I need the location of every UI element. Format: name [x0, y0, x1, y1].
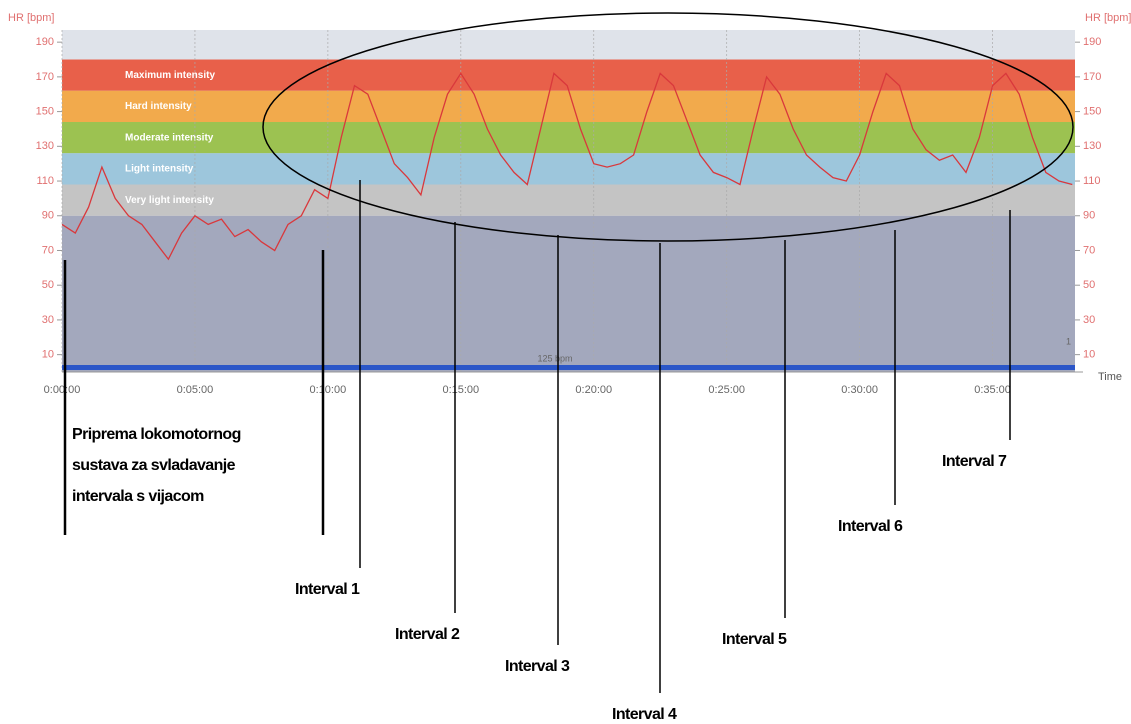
- interval-label: Interval 4: [612, 706, 677, 723]
- zone-label: Maximum intensity: [125, 70, 215, 81]
- y2-tick-label: 50: [1083, 279, 1095, 291]
- y2-axis-label: HR [bpm]: [1085, 12, 1131, 24]
- warmup-note: Priprema lokomotornog: [72, 426, 241, 443]
- interval-label: Interval 2: [395, 626, 460, 643]
- zone-band: [62, 184, 1075, 216]
- y-tick-label: 30: [42, 314, 54, 326]
- y2-tick-label: 150: [1083, 106, 1101, 118]
- zone-label: Light intensity: [125, 164, 194, 175]
- zone-label: Very light intensity: [125, 195, 214, 206]
- y-tick-label: 190: [36, 36, 54, 48]
- zone-label: Moderate intensity: [125, 132, 214, 143]
- warmup-note: intervala s vijacom: [72, 488, 204, 505]
- y2-tick-label: 130: [1083, 140, 1101, 152]
- low-zone: [62, 215, 1075, 372]
- x-tick-label: 0:15:00: [442, 384, 479, 396]
- y-tick-label: 150: [36, 106, 54, 118]
- y-tick-label: 10: [42, 349, 54, 361]
- y2-tick-label: 110: [1083, 175, 1101, 187]
- interval-label: Interval 5: [722, 631, 787, 648]
- x-tick-label: 0:10:00: [310, 384, 347, 396]
- y2-tick-label: 30: [1083, 314, 1095, 326]
- zone-band: [62, 122, 1075, 154]
- x-tick-label: 0:00:00: [44, 384, 81, 396]
- highlight-ellipse: [262, 12, 1074, 242]
- hr-line: [61, 72, 1073, 261]
- zone-label: Hard intensity: [125, 101, 192, 112]
- interval-label: Interval 6: [838, 518, 903, 535]
- x-tick-label: 0:35:00: [974, 384, 1011, 396]
- bottom-bar-label: 125 bpm: [537, 353, 572, 363]
- interval-label: Interval 1: [295, 581, 360, 598]
- warmup-note: sustava za svladavanje: [72, 457, 236, 474]
- zone-band: [62, 59, 1075, 91]
- y-tick-label: 90: [42, 210, 54, 222]
- y2-tick-label: 90: [1083, 210, 1095, 222]
- interval-label: Interval 7: [942, 453, 1007, 470]
- x-tick-label: 0:30:00: [841, 384, 878, 396]
- y-axis-label: HR [bpm]: [8, 12, 54, 24]
- x-tick-label: 0:05:00: [177, 384, 214, 396]
- x-tick-label: 0:20:00: [575, 384, 612, 396]
- y-tick-label: 130: [36, 140, 54, 152]
- interval-label: Interval 3: [505, 658, 570, 675]
- zone-band: [62, 153, 1075, 185]
- corner-label: 1: [1066, 336, 1071, 346]
- y-tick-label: 70: [42, 244, 54, 256]
- y2-tick-label: 190: [1083, 36, 1101, 48]
- bottom-bar: [62, 365, 1075, 370]
- y2-tick-label: 70: [1083, 244, 1095, 256]
- y-tick-label: 170: [36, 71, 54, 83]
- y-tick-label: 50: [42, 279, 54, 291]
- y2-tick-label: 170: [1083, 71, 1101, 83]
- y2-tick-label: 10: [1083, 349, 1095, 361]
- x-tick-label: 0:25:00: [708, 384, 745, 396]
- zone-band: [62, 90, 1075, 123]
- x-axis-label: Time: [1098, 371, 1122, 383]
- y-tick-label: 110: [36, 175, 54, 187]
